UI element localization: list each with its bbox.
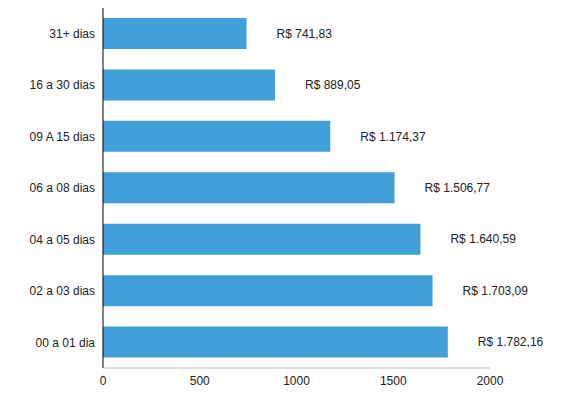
svg-text:500: 500 [190, 374, 210, 388]
svg-text:02 a 03 dias: 02 a 03 dias [30, 284, 95, 298]
svg-text:16 a 30 dias: 16 a 30 dias [30, 78, 95, 92]
svg-text:R$ 1.506,77: R$ 1.506,77 [425, 181, 491, 195]
svg-text:2000: 2000 [477, 374, 504, 388]
svg-text:06 a 08 dias: 06 a 08 dias [30, 181, 95, 195]
svg-text:R$ 1.703,09: R$ 1.703,09 [463, 284, 529, 298]
svg-text:1000: 1000 [283, 374, 310, 388]
svg-text:1500: 1500 [380, 374, 407, 388]
svg-text:R$ 1.640,59: R$ 1.640,59 [450, 232, 516, 246]
svg-text:0: 0 [100, 374, 107, 388]
svg-text:R$ 741,83: R$ 741,83 [277, 27, 333, 41]
svg-text:04 a 05 dias: 04 a 05 dias [30, 233, 95, 247]
svg-text:R$ 1.782,16: R$ 1.782,16 [478, 335, 544, 349]
svg-text:00 a 01 dia: 00 a 01 dia [36, 336, 96, 350]
svg-text:R$ 1.174,37: R$ 1.174,37 [360, 130, 426, 144]
svg-text:31+ dias: 31+ dias [49, 27, 95, 41]
svg-text:09 A 15 dias: 09 A 15 dias [30, 130, 95, 144]
svg-text:R$ 889,05: R$ 889,05 [305, 78, 361, 92]
